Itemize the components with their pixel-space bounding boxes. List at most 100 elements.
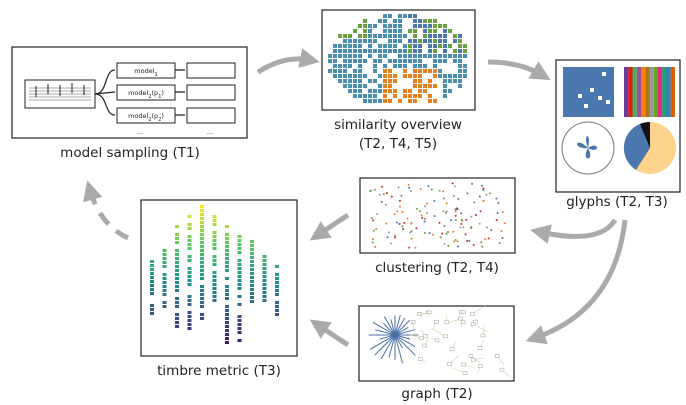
output-boxes	[186, 62, 236, 124]
edge	[445, 318, 461, 325]
cell	[200, 277, 204, 280]
point	[500, 230, 503, 233]
cell	[225, 333, 229, 336]
cell	[448, 54, 452, 58]
point	[486, 226, 489, 229]
cell	[187, 299, 192, 302]
cell	[237, 259, 242, 262]
cell	[348, 54, 352, 58]
point	[433, 199, 436, 202]
cell	[200, 241, 204, 244]
cell	[237, 339, 242, 342]
node-label: graph (T2)	[401, 386, 472, 402]
cell	[175, 225, 179, 228]
cell	[225, 265, 229, 268]
cell	[408, 14, 412, 18]
cell	[433, 99, 437, 103]
point	[390, 195, 393, 198]
cell	[348, 79, 352, 83]
cell	[333, 64, 337, 68]
point	[428, 232, 431, 235]
cell	[338, 69, 342, 73]
point	[454, 214, 457, 217]
cell	[383, 64, 387, 68]
cell	[262, 259, 267, 262]
cell	[225, 293, 229, 296]
cell	[433, 69, 437, 73]
cell	[175, 253, 179, 256]
cell	[162, 261, 167, 264]
cell	[463, 69, 467, 73]
cell	[393, 64, 397, 68]
point	[484, 238, 487, 241]
cell	[393, 89, 397, 93]
cell	[338, 74, 342, 78]
point	[386, 236, 389, 239]
point	[462, 226, 465, 229]
cell	[388, 39, 392, 43]
cell	[162, 277, 167, 280]
cell	[388, 69, 392, 73]
cell	[463, 44, 467, 48]
point	[393, 213, 396, 216]
cell	[373, 49, 377, 53]
cell	[413, 64, 417, 68]
point	[396, 210, 399, 213]
cell	[225, 337, 229, 340]
cell	[200, 305, 204, 308]
cell	[353, 89, 357, 93]
point	[376, 212, 379, 215]
model-label: model2(p1)	[128, 89, 164, 100]
point	[394, 234, 397, 237]
cell	[250, 260, 254, 263]
cell	[408, 54, 412, 58]
point	[466, 192, 469, 195]
point	[438, 189, 441, 192]
cell	[250, 256, 254, 259]
cell	[393, 19, 397, 23]
cell	[150, 260, 154, 263]
cell	[237, 287, 242, 290]
point	[415, 227, 418, 230]
cell	[428, 49, 432, 53]
node	[478, 364, 483, 368]
node	[494, 354, 500, 358]
cell	[443, 94, 447, 98]
cell	[413, 94, 417, 98]
cell	[403, 89, 407, 93]
node	[462, 371, 468, 375]
cell	[262, 255, 267, 258]
point	[464, 233, 467, 236]
cell	[373, 94, 377, 98]
cell	[250, 244, 254, 247]
point	[478, 222, 481, 225]
cell	[403, 34, 407, 38]
point	[451, 182, 454, 185]
cell	[162, 301, 167, 304]
cell	[378, 89, 382, 93]
cell	[200, 301, 204, 304]
cell	[368, 89, 372, 93]
cell	[398, 99, 402, 103]
cell	[398, 14, 402, 18]
cell	[463, 64, 467, 68]
cell	[200, 269, 204, 272]
cell	[428, 34, 432, 38]
cell	[393, 24, 397, 28]
node	[418, 336, 424, 340]
cell	[373, 39, 377, 43]
point	[382, 193, 385, 196]
cell	[328, 69, 332, 73]
cell	[463, 74, 467, 78]
cell	[262, 291, 267, 294]
node	[470, 312, 475, 316]
arrow	[530, 218, 618, 244]
cell	[433, 39, 437, 43]
cell	[353, 44, 357, 48]
cell	[212, 255, 217, 258]
cell	[237, 279, 242, 282]
cell	[453, 74, 457, 78]
cell	[187, 311, 192, 314]
point	[482, 199, 485, 202]
cell	[418, 89, 422, 93]
